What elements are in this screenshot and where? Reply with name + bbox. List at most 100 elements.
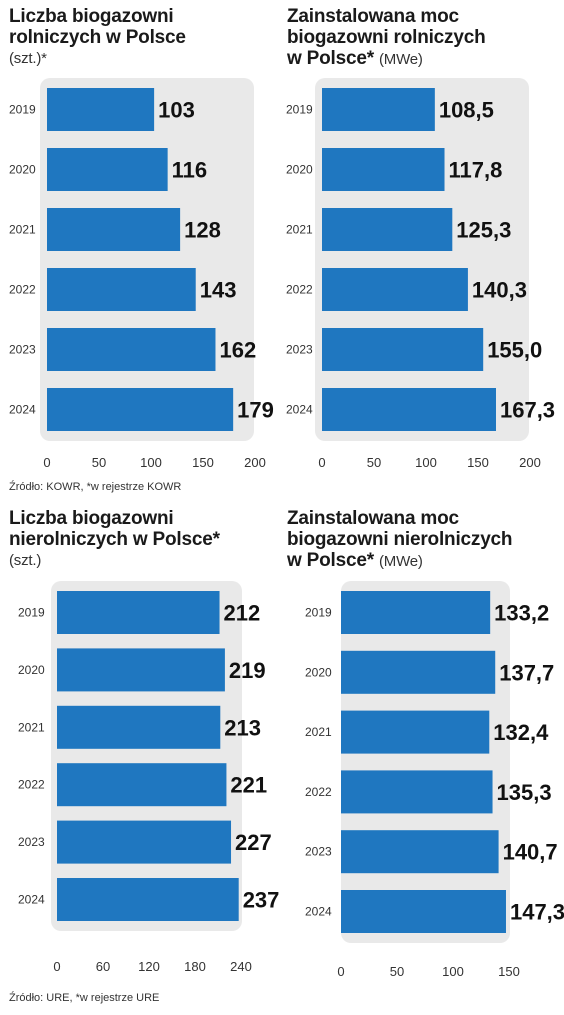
plot-background xyxy=(341,581,510,943)
category-label: 2024 xyxy=(9,403,36,417)
data-label: 116 xyxy=(172,158,208,183)
category-label: 2021 xyxy=(9,223,36,237)
bar xyxy=(57,648,225,692)
category-label: 2019 xyxy=(9,103,36,117)
chart-2-title-line-1: Zainstalowana moc xyxy=(287,6,459,27)
bar xyxy=(341,710,490,754)
category-label: 2021 xyxy=(286,223,313,237)
bar xyxy=(47,148,168,191)
category-label: 2020 xyxy=(286,163,313,177)
bar xyxy=(57,878,239,921)
x-tick-label: 240 xyxy=(230,959,252,974)
bar xyxy=(341,770,493,814)
data-label: 140,3 xyxy=(472,278,527,303)
bar xyxy=(341,650,496,694)
bar xyxy=(57,591,220,634)
category-label: 2020 xyxy=(9,163,36,177)
bar xyxy=(47,388,234,431)
bar xyxy=(57,763,227,807)
category-label: 2022 xyxy=(305,785,332,799)
category-label: 2022 xyxy=(9,283,36,297)
data-label: 132,4 xyxy=(493,720,549,745)
chart-3-title-line-1: Liczba biogazowni xyxy=(9,508,174,529)
data-label: 117,8 xyxy=(449,158,503,183)
x-tick-label: 200 xyxy=(244,455,266,470)
chart-4-title: Zainstalowana moc biogazowni nierolniczy… xyxy=(287,508,513,572)
bar xyxy=(341,830,499,874)
x-tick-label: 50 xyxy=(367,455,381,470)
data-label: 125,3 xyxy=(456,218,511,243)
data-label: 167,3 xyxy=(500,398,555,423)
category-label: 2023 xyxy=(18,835,45,849)
bar xyxy=(47,208,181,251)
chart-1-title-line-1: Liczba biogazowni xyxy=(9,6,174,27)
bar xyxy=(322,148,445,191)
data-label: 140,7 xyxy=(503,840,558,865)
category-label: 2023 xyxy=(305,845,332,859)
data-label: 237 xyxy=(243,888,280,913)
chart-4-title-line-1: Zainstalowana moc xyxy=(287,508,459,529)
x-tick-label: 180 xyxy=(184,959,206,974)
data-label: 147,3 xyxy=(510,900,564,925)
category-label: 2022 xyxy=(18,778,45,792)
x-tick-label: 0 xyxy=(43,455,50,470)
data-label: 221 xyxy=(230,773,267,798)
x-tick-label: 100 xyxy=(140,455,162,470)
data-label: 212 xyxy=(224,601,261,626)
x-tick-label: 0 xyxy=(337,964,344,979)
category-label: 2023 xyxy=(9,343,36,357)
bar xyxy=(322,208,453,251)
data-label: 128 xyxy=(184,218,221,243)
data-label: 143 xyxy=(200,278,237,303)
chart-2-title-line-2: biogazowni rolniczych xyxy=(287,27,486,48)
x-tick-label: 100 xyxy=(442,964,464,979)
category-label: 2020 xyxy=(305,665,332,679)
chart-4-title-line-3: w Polsce* xyxy=(287,550,374,571)
data-label: 133,2 xyxy=(494,601,549,626)
bar xyxy=(341,890,506,933)
chart-4-unit: (MWe) xyxy=(379,553,423,570)
category-label: 2024 xyxy=(286,403,313,417)
chart-2-title-line-3: w Polsce* xyxy=(287,48,374,69)
x-tick-label: 50 xyxy=(390,964,404,979)
data-label: 135,3 xyxy=(497,780,552,805)
chart-2-unit: (MWe) xyxy=(379,51,423,68)
category-label: 2019 xyxy=(18,606,45,620)
category-label: 2021 xyxy=(305,725,332,739)
x-tick-label: 150 xyxy=(192,455,214,470)
x-tick-label: 200 xyxy=(519,455,541,470)
x-tick-label: 150 xyxy=(498,964,520,979)
bar xyxy=(322,328,484,371)
chart-1-title-line-2: rolniczych w Polsce xyxy=(9,27,186,48)
bar xyxy=(47,88,155,131)
x-tick-label: 0 xyxy=(318,455,325,470)
data-label: 137,7 xyxy=(499,660,554,685)
category-label: 2024 xyxy=(305,905,332,919)
category-label: 2020 xyxy=(18,663,45,677)
category-label: 2022 xyxy=(286,283,313,297)
chart-1-unit: (szt.)* xyxy=(9,50,47,67)
category-label: 2024 xyxy=(18,893,45,907)
data-label: 227 xyxy=(235,830,272,855)
chart-3-unit: (szt.) xyxy=(9,552,42,569)
bar xyxy=(322,388,496,431)
chart-4-title-line-2: biogazowni nierolniczych xyxy=(287,529,513,550)
x-tick-label: 50 xyxy=(92,455,106,470)
data-label: 179 xyxy=(237,398,274,423)
source-bottom: Źródło: URE, *w rejestrze URE xyxy=(9,992,160,1004)
data-label: 219 xyxy=(229,658,266,683)
x-tick-label: 150 xyxy=(467,455,489,470)
x-tick-label: 120 xyxy=(138,959,160,974)
bar xyxy=(322,268,468,311)
data-label: 155,0 xyxy=(487,338,542,363)
bar xyxy=(57,820,232,864)
x-tick-label: 60 xyxy=(96,959,110,974)
x-tick-label: 100 xyxy=(415,455,437,470)
bar xyxy=(47,328,216,371)
chart-3-title: Liczba biogazowni nierolniczych w Polsce… xyxy=(9,508,220,571)
data-label: 103 xyxy=(158,98,195,123)
